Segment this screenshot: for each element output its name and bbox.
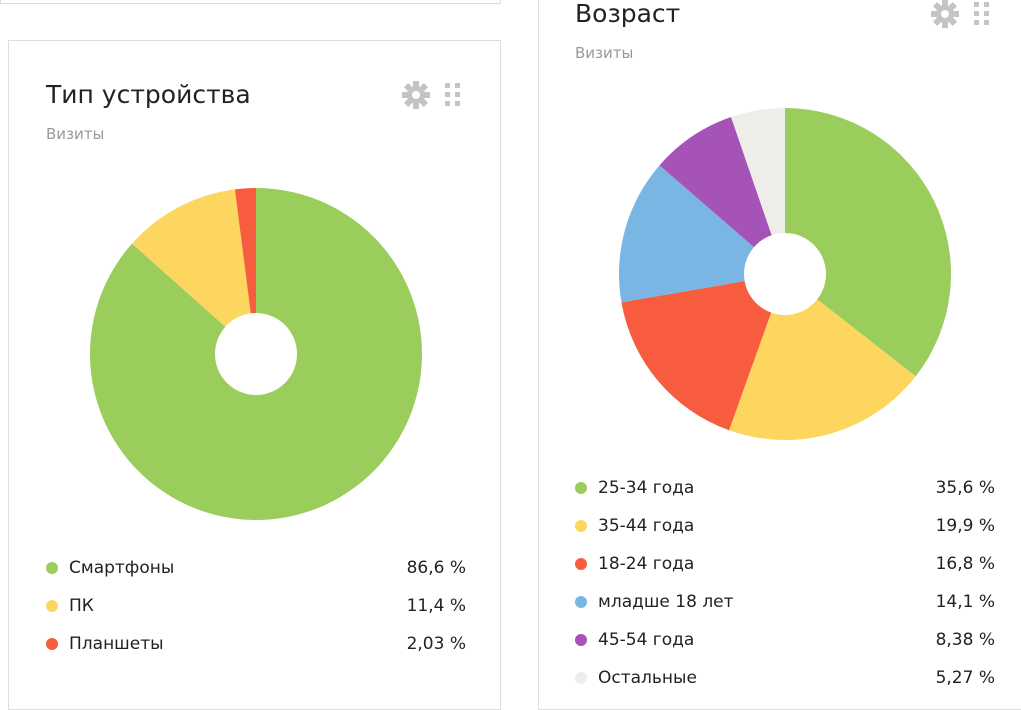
previous-widget-card [0, 0, 501, 4]
legend-color-dot [46, 638, 58, 650]
pie-center-hole [744, 233, 826, 315]
pie-slice-1-0[interactable] [785, 108, 951, 377]
device-pie-chart [89, 188, 423, 520]
legend-item[interactable]: ПК 11,4 % [46, 587, 466, 625]
age-chart-subtitle: Визиты [575, 44, 634, 62]
pie-slice-1-3[interactable] [619, 165, 785, 303]
legend-value: 16,8 % [935, 554, 995, 574]
device-chart-title: Тип устройства [46, 80, 251, 109]
legend-item[interactable]: 35-44 года 19,9 % [575, 507, 995, 545]
legend-value: 11,4 % [406, 596, 466, 616]
legend-item[interactable]: Планшеты 2,03 % [46, 625, 466, 663]
legend-label: Планшеты [69, 634, 164, 654]
pie-slice-1-5[interactable] [731, 108, 785, 274]
legend-item[interactable]: 45-54 года 8,38 % [575, 621, 995, 659]
legend-value: 35,6 % [935, 478, 995, 498]
legend-value: 5,27 % [935, 668, 995, 688]
age-chart-title: Возраст [575, 0, 681, 28]
device-chart-subtitle: Визиты [46, 125, 105, 143]
pie-slice-1-1[interactable] [729, 274, 916, 440]
device-legend: Смартфоны 86,6 % ПК 11,4 % Планшеты 2,03 % [46, 549, 466, 663]
pie-slice-1-2[interactable] [621, 274, 785, 431]
legend-label: ПК [69, 596, 94, 616]
legend-color-dot [46, 562, 58, 574]
legend-label: 25-34 года [598, 478, 695, 498]
legend-color-dot [575, 596, 587, 608]
legend-item[interactable]: 25-34 года 35,6 % [575, 469, 995, 507]
gear-icon[interactable] [402, 81, 430, 109]
legend-label: младше 18 лет [598, 592, 734, 612]
legend-label: Остальные [598, 668, 697, 688]
legend-value: 86,6 % [406, 558, 466, 578]
legend-label: Смартфоны [69, 558, 175, 578]
legend-label: 45-54 года [598, 630, 695, 650]
drag-handle-icon[interactable] [973, 1, 991, 27]
gear-icon[interactable] [931, 0, 959, 28]
age-legend: 25-34 года 35,6 % 35-44 года 19,9 % 18-24 го… [575, 469, 995, 697]
pie-slice-1-4[interactable] [659, 117, 785, 274]
legend-value: 19,9 % [935, 516, 995, 536]
pie-slice-0-2[interactable] [234, 188, 256, 354]
legend-color-dot [575, 482, 587, 494]
pie-center-hole [215, 313, 297, 395]
legend-label: 35-44 года [598, 516, 695, 536]
legend-color-dot [575, 672, 587, 684]
age-pie-chart [619, 108, 951, 440]
legend-item[interactable]: 18-24 года 16,8 % [575, 545, 995, 583]
legend-color-dot [575, 520, 587, 532]
legend-label: 18-24 года [598, 554, 695, 574]
legend-item[interactable]: младше 18 лет 14,1 % [575, 583, 995, 621]
legend-item[interactable]: Остальные 5,27 % [575, 659, 995, 697]
legend-color-dot [46, 600, 58, 612]
drag-handle-icon[interactable] [444, 82, 462, 108]
legend-value: 2,03 % [406, 634, 466, 654]
pie-slice-0-1[interactable] [131, 189, 256, 354]
legend-color-dot [575, 558, 587, 570]
legend-value: 8,38 % [935, 630, 995, 650]
legend-color-dot [575, 634, 587, 646]
legend-value: 14,1 % [935, 592, 995, 612]
legend-item[interactable]: Смартфоны 86,6 % [46, 549, 466, 587]
